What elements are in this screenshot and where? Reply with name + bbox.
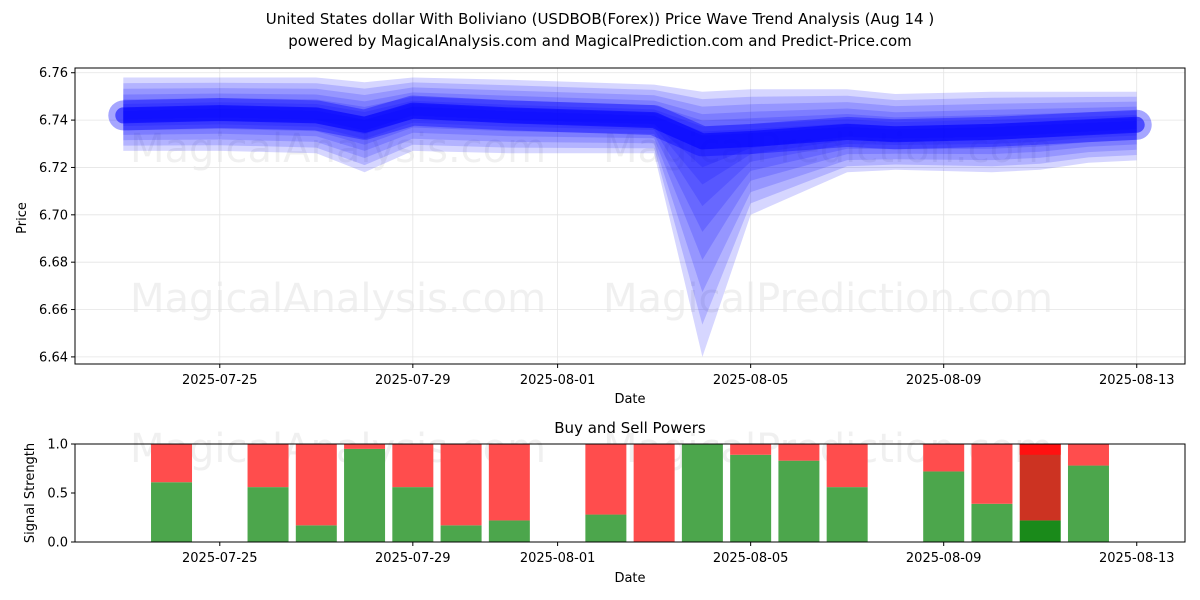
price-y-tick-label: 6.76 [39, 66, 68, 81]
watermarks: MagicalAnalysis.com MagicalPrediction.co… [130, 126, 1053, 472]
price-x-tick-label: 2025-08-09 [906, 373, 982, 388]
price-wave-core [115, 102, 1145, 150]
price-x-ticks: 2025-07-25 2025-07-29 2025-08-01 2025-08-05… [182, 364, 1175, 388]
price-x-tick-label: 2025-07-29 [375, 373, 451, 388]
sell-bar [1067, 444, 1109, 466]
signal-y-tick-label: 0.5 [47, 487, 68, 502]
sell-bar [1019, 444, 1061, 521]
signal-x-tick-label: 2025-08-05 [713, 551, 789, 566]
buy-bar [681, 444, 723, 542]
signal-x-axis-label: Date [614, 571, 645, 586]
price-x-tick-label: 2025-08-05 [713, 373, 789, 388]
signal-y-axis-label: Signal Strength [23, 443, 38, 543]
signal-x-tick-label: 2025-07-29 [375, 551, 451, 566]
price-y-axis-label: Price [15, 202, 30, 234]
price-x-tick-label: 2025-08-01 [520, 373, 596, 388]
buy-bar [585, 514, 627, 542]
buy-bar [247, 487, 289, 542]
sell-bar [730, 444, 772, 455]
buy-bar [971, 503, 1013, 542]
sell-bar [392, 444, 434, 488]
sell-bar [440, 444, 482, 526]
signal-x-tick-label: 2025-08-13 [1099, 551, 1175, 566]
sell-bar [344, 444, 386, 449]
buy-bar [295, 525, 337, 542]
sell-bar [923, 444, 965, 472]
signal-bars [151, 444, 1109, 542]
sell-bar [247, 444, 289, 488]
buy-bar [1019, 520, 1061, 542]
price-wave-band [123, 77, 1137, 357]
sell-bar [971, 444, 1013, 504]
chart-title-line2: powered by MagicalAnalysis.com and Magic… [288, 32, 912, 50]
sell-bar [151, 444, 193, 483]
signal-y-tick-label: 1.0 [47, 438, 68, 453]
price-wave-glow [108, 95, 1152, 157]
chart-title-line1: United States dollar With Boliviano (USD… [265, 10, 935, 28]
price-x-tick-label: 2025-07-25 [182, 373, 258, 388]
price-y-tick-label: 6.72 [39, 161, 68, 176]
buy-bar [730, 454, 772, 542]
signal-y-ticks: 0.0 0.5 1.0 [47, 438, 75, 551]
signal-x-ticks: 2025-07-25 2025-07-29 2025-08-01 2025-08-05… [182, 542, 1175, 566]
buy-bar [151, 482, 193, 542]
price-y-tick-label: 6.64 [39, 350, 68, 365]
signal-x-tick-label: 2025-08-09 [906, 551, 982, 566]
watermark-analysis-bottom: MagicalAnalysis.com [130, 426, 546, 472]
bar-chart-title: Buy and Sell Powers [554, 419, 706, 437]
watermark-prediction-mid: MagicalPrediction.com [603, 276, 1053, 322]
buy-bar [826, 487, 868, 542]
watermark-analysis-mid: MagicalAnalysis.com [130, 276, 546, 322]
sell-bar [488, 444, 530, 521]
buy-bar [488, 520, 530, 542]
watermark-analysis-top: MagicalAnalysis.com [130, 126, 546, 172]
sell-bar [633, 444, 675, 542]
buy-bar [923, 471, 965, 542]
price-plot-frame [74, 67, 1186, 365]
price-y-tick-label: 6.70 [39, 208, 68, 223]
price-y-tick-label: 6.66 [39, 303, 68, 318]
sell-bar [295, 444, 337, 526]
price-x-axis-label: Date [614, 392, 645, 407]
price-wave [108, 77, 1152, 357]
sell-bar [826, 444, 868, 488]
price-y-ticks: 6.64 6.66 6.68 6.70 6.72 6.74 6.76 [39, 66, 75, 365]
price-y-tick-label: 6.74 [39, 114, 68, 129]
buy-bar [344, 448, 386, 542]
price-x-tick-label: 2025-08-13 [1099, 373, 1175, 388]
price-wave-band [123, 82, 1137, 325]
sell-bar-peak [1019, 444, 1061, 455]
signal-x-tick-label: 2025-07-25 [182, 551, 258, 566]
signal-x-tick-label: 2025-08-01 [520, 551, 596, 566]
signal-y-tick-label: 0.0 [47, 536, 68, 551]
sell-bar [778, 444, 820, 461]
buy-bar [440, 525, 482, 542]
buy-bar [1067, 465, 1109, 542]
buy-bar [778, 460, 820, 542]
sell-bar [585, 444, 627, 515]
buy-bar [392, 487, 434, 542]
price-y-tick-label: 6.68 [39, 256, 68, 271]
